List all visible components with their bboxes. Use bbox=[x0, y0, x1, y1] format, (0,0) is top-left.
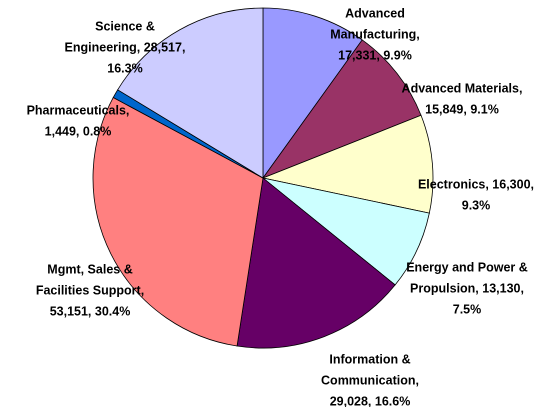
slice-label: 53,151, 30.4% bbox=[50, 304, 131, 318]
slice-label: 16.3% bbox=[107, 61, 142, 75]
slice-label: Pharmaceuticals, bbox=[27, 103, 130, 117]
slice-label: Electronics, 16,300, bbox=[418, 177, 534, 191]
slice-label: Manufacturing, bbox=[330, 27, 420, 41]
slice-label: 15,849, 9.1% bbox=[425, 102, 499, 116]
pie-slice bbox=[117, 7, 264, 179]
slice-label: 29,028, 16.6% bbox=[330, 394, 411, 407]
pie-slice bbox=[261, 114, 434, 214]
slice-label: 1,449, 0.8% bbox=[45, 124, 112, 138]
slice-label: Energy and Power & bbox=[406, 260, 528, 274]
slice-label: Advanced bbox=[345, 6, 405, 20]
slice-label: Communication, bbox=[321, 373, 419, 387]
slice-label: 9.3% bbox=[462, 198, 491, 212]
pie-slice bbox=[92, 96, 264, 347]
slice-label: Propulsion, 13,130, bbox=[410, 281, 524, 295]
slice-label: Advanced Materials, bbox=[402, 81, 523, 95]
pie-slice bbox=[236, 177, 396, 349]
slice-label: Mgmt, Sales & bbox=[47, 262, 132, 276]
pie-slice bbox=[262, 7, 363, 180]
slice-label: Information & bbox=[329, 352, 410, 366]
slice-label: Science & bbox=[95, 19, 155, 33]
slice-label: 7.5% bbox=[453, 302, 482, 316]
pie-slice bbox=[261, 39, 422, 179]
slice-label: 17,331, 9.9% bbox=[338, 48, 412, 62]
slice-label: Engineering, 28,517, bbox=[65, 40, 186, 54]
slice-label: Facilities Support, bbox=[36, 283, 144, 297]
